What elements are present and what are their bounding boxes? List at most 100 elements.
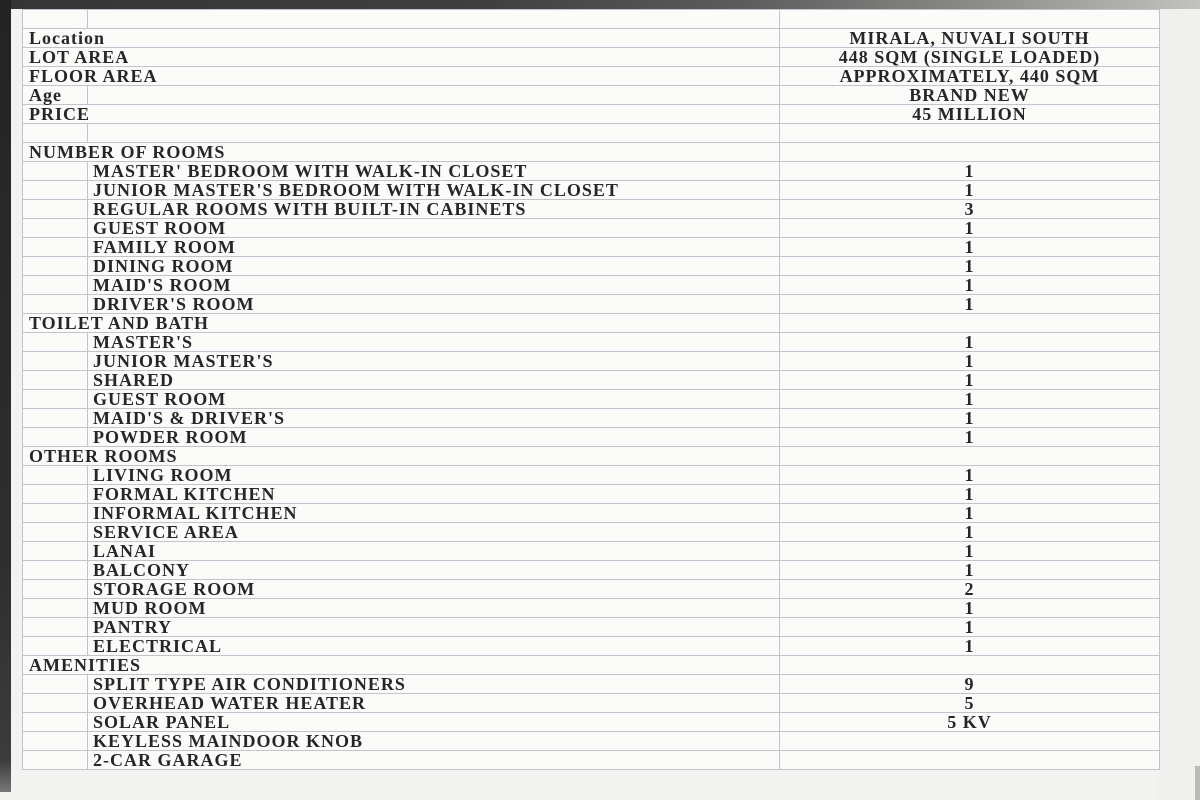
row-value: 1 xyxy=(964,541,975,561)
table-row: LIVING ROOM 1 xyxy=(23,466,1159,485)
table-row: TOILET AND BATH xyxy=(23,314,1159,333)
row-label: MASTER' BEDROOM WITH WALK-IN CLOSET xyxy=(93,162,531,180)
row-label: LIVING ROOM xyxy=(93,466,236,484)
table-row: FAMILY ROOM 1 xyxy=(23,238,1159,257)
table-row: OVERHEAD WATER HEATER 5 xyxy=(23,694,1159,713)
row-label: ELECTRICAL xyxy=(93,637,226,655)
column-divider-gutter xyxy=(87,162,88,180)
column-divider-value xyxy=(779,276,780,294)
table-row: FORMAL KITCHEN 1 xyxy=(23,485,1159,504)
column-divider-gutter xyxy=(87,200,88,218)
row-label: DRIVER'S ROOM xyxy=(93,295,258,313)
row-value: 1 xyxy=(964,465,975,485)
row-value: 1 xyxy=(964,370,975,390)
column-divider-value xyxy=(779,295,780,313)
row-value: 1 xyxy=(964,256,975,276)
table-row: JUNIOR MASTER'S BEDROOM WITH WALK-IN CLO… xyxy=(23,181,1159,200)
row-label: FORMAL KITCHEN xyxy=(93,485,279,503)
column-divider-gutter xyxy=(87,371,88,389)
row-value xyxy=(780,10,1159,28)
table-row: ELECTRICAL 1 xyxy=(23,637,1159,656)
row-label: BALCONY xyxy=(93,561,194,579)
table-row: SPLIT TYPE AIR CONDITIONERS 9 xyxy=(23,675,1159,694)
row-value: 1 xyxy=(964,522,975,542)
row-value xyxy=(780,656,1159,674)
table-row: KEYLESS MAINDOOR KNOB xyxy=(23,732,1159,751)
column-divider-gutter xyxy=(87,409,88,427)
row-label: DINING ROOM xyxy=(93,257,237,275)
column-divider-gutter xyxy=(87,485,88,503)
column-divider-gutter xyxy=(87,257,88,275)
photo-edge-left xyxy=(0,0,11,792)
column-divider-gutter xyxy=(87,86,88,104)
photo-edge-top xyxy=(0,0,1200,9)
table-row: INFORMAL KITCHEN 1 xyxy=(23,504,1159,523)
column-divider-gutter xyxy=(87,694,88,712)
row-value: APPROXIMATELY, 440 SQM xyxy=(839,66,1100,86)
column-divider-value xyxy=(779,732,780,750)
column-divider-gutter xyxy=(87,124,88,142)
table-row: PRICE 45 MILLION xyxy=(23,105,1159,124)
row-label: SOLAR PANEL xyxy=(93,713,234,731)
row-label: Age xyxy=(29,86,65,104)
row-label: KEYLESS MAINDOOR KNOB xyxy=(93,732,367,750)
table-row: POWDER ROOM 1 xyxy=(23,428,1159,447)
column-divider-gutter xyxy=(87,751,88,769)
row-label: POWDER ROOM xyxy=(93,428,251,446)
row-value xyxy=(780,124,1159,142)
row-label: LOT AREA xyxy=(29,48,133,66)
table-row: Age BRAND NEW xyxy=(23,86,1159,105)
row-label xyxy=(29,10,32,28)
row-value: 1 xyxy=(964,560,975,580)
table-row: GUEST ROOM 1 xyxy=(23,219,1159,238)
row-value: 2 xyxy=(964,579,975,599)
table-row: STORAGE ROOM 2 xyxy=(23,580,1159,599)
row-label: MUD ROOM xyxy=(93,599,210,617)
row-label: JUNIOR MASTER'S BEDROOM WITH WALK-IN CLO… xyxy=(93,181,622,199)
row-value: 5 xyxy=(964,693,975,713)
column-divider-gutter xyxy=(87,466,88,484)
table-row xyxy=(23,124,1159,143)
column-divider-gutter xyxy=(87,580,88,598)
column-divider-value xyxy=(779,637,780,655)
column-divider-gutter xyxy=(87,561,88,579)
property-spec-table: Location MIRALA, NUVALI SOUTH LOT AREA 448 … xyxy=(22,9,1160,770)
table-row: DRIVER'S ROOM 1 xyxy=(23,295,1159,314)
column-divider-value xyxy=(779,599,780,617)
row-label: GUEST ROOM xyxy=(93,390,230,408)
photo-edge-corner xyxy=(1195,766,1200,800)
row-value: 1 xyxy=(964,294,975,314)
row-value: 5 KV xyxy=(947,712,992,732)
table-row: SOLAR PANEL 5 KV xyxy=(23,713,1159,732)
row-value: 1 xyxy=(964,161,975,181)
row-label: LANAI xyxy=(93,542,160,560)
row-value: 1 xyxy=(964,237,975,257)
column-divider-gutter xyxy=(87,428,88,446)
column-divider-gutter xyxy=(87,542,88,560)
column-divider-value xyxy=(779,618,780,636)
column-divider-value xyxy=(779,447,780,465)
row-value: 1 xyxy=(964,332,975,352)
row-label: MASTER'S xyxy=(93,333,197,351)
column-divider-value xyxy=(779,466,780,484)
page-margin-right xyxy=(1158,9,1200,800)
row-value: BRAND NEW xyxy=(909,85,1030,105)
row-value: 1 xyxy=(964,636,975,656)
column-divider-value xyxy=(779,561,780,579)
row-value: 1 xyxy=(964,351,975,371)
column-divider-value xyxy=(779,143,780,161)
row-value: 1 xyxy=(964,484,975,504)
table-row: MASTER' BEDROOM WITH WALK-IN CLOSET 1 xyxy=(23,162,1159,181)
table-row xyxy=(23,10,1159,29)
column-divider-value xyxy=(779,257,780,275)
column-divider-value xyxy=(779,200,780,218)
column-divider-value xyxy=(779,238,780,256)
column-divider-gutter xyxy=(87,390,88,408)
table-row: REGULAR ROOMS WITH BUILT-IN CABINETS 3 xyxy=(23,200,1159,219)
column-divider-value xyxy=(779,124,780,142)
row-label: OTHER ROOMS xyxy=(29,447,181,465)
row-label: SERVICE AREA xyxy=(93,523,242,541)
column-divider-value xyxy=(779,580,780,598)
row-label: NUMBER OF ROOMS xyxy=(29,143,229,161)
column-divider-gutter xyxy=(87,10,88,28)
